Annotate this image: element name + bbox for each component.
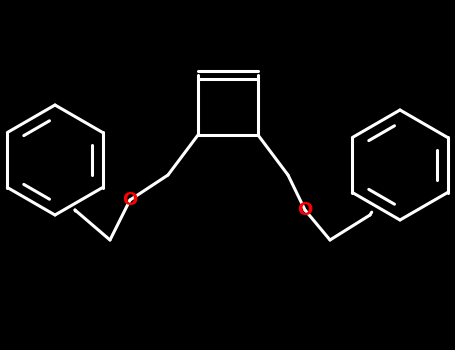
- Text: O: O: [122, 191, 137, 209]
- Text: O: O: [298, 201, 313, 219]
